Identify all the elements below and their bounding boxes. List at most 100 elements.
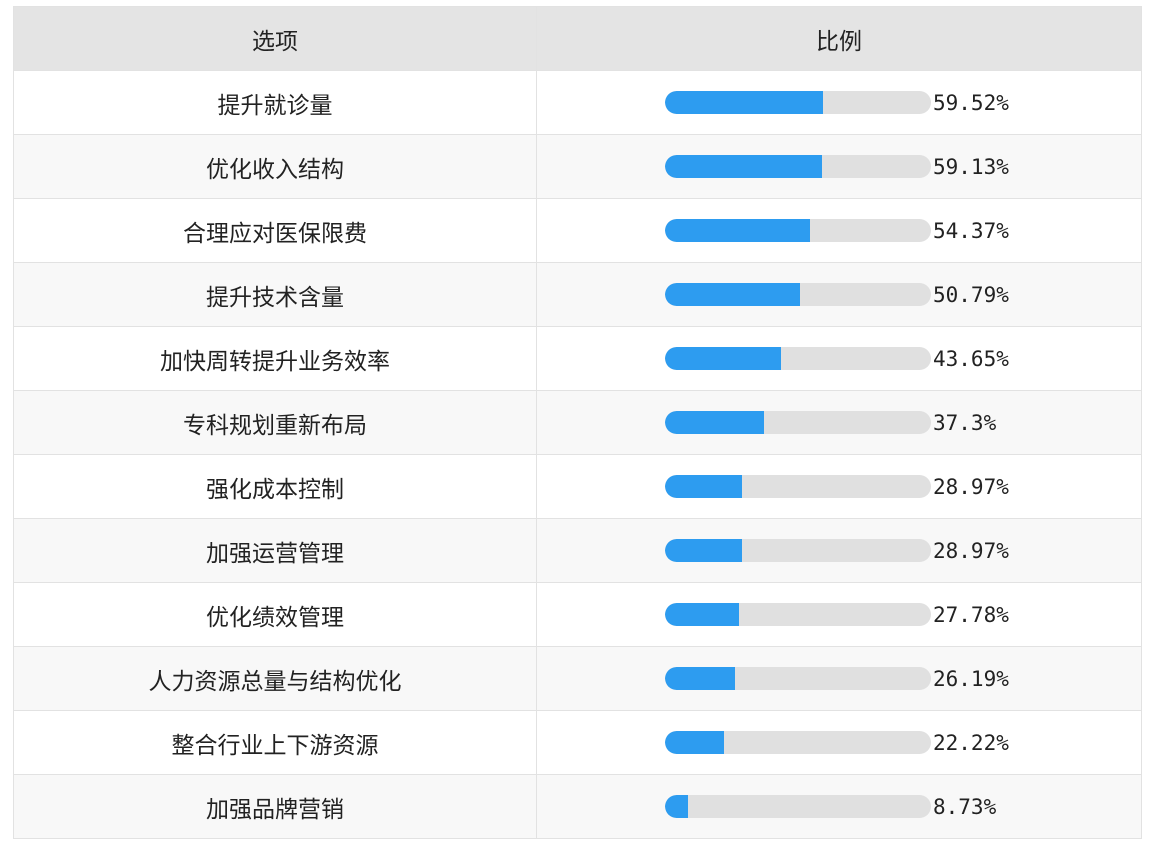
ratio-cell: 37.3% (536, 390, 1142, 455)
ratio-cell: 26.19% (536, 646, 1142, 711)
ratio-bar-track (665, 219, 931, 242)
ratio-value-label: 54.37% (933, 218, 1009, 243)
option-label: 加强运营管理 (206, 540, 344, 567)
table-row: 加强品牌营销 8.73% (13, 774, 1142, 839)
ratio-bar-fill (665, 219, 810, 242)
ratio-bar-track (665, 731, 931, 754)
option-label: 整合行业上下游资源 (171, 732, 379, 759)
ratio-cell: 50.79% (536, 262, 1142, 327)
ratio-bar-fill (665, 603, 739, 626)
ratio-cell: 8.73% (536, 774, 1142, 839)
ratio-bar-fill (665, 347, 782, 370)
option-cell: 加强品牌营销 (13, 774, 537, 839)
option-label: 人力资源总量与结构优化 (148, 668, 402, 695)
table-row: 加快周转提升业务效率 43.65% (13, 326, 1142, 391)
ratio-value-label: 26.19% (933, 666, 1009, 691)
option-cell: 强化成本控制 (13, 454, 537, 519)
option-cell: 加快周转提升业务效率 (13, 326, 537, 391)
ratio-bar-track (665, 475, 931, 498)
ratio-cell: 28.97% (536, 518, 1142, 583)
ratio-cell: 59.13% (536, 134, 1142, 199)
option-label: 合理应对医保限费 (183, 220, 367, 247)
ratio-bar-fill (665, 539, 743, 562)
ratio-bar-fill (665, 411, 765, 434)
option-cell: 合理应对医保限费 (13, 198, 537, 263)
table-row: 合理应对医保限费 54.37% (13, 198, 1142, 263)
ratio-bar-fill (665, 475, 743, 498)
ratio-bar-fill (665, 667, 735, 690)
option-label: 加快周转提升业务效率 (160, 348, 390, 375)
table-header-row: 选项 比例 (13, 6, 1142, 71)
ratio-value-label: 28.97% (933, 474, 1009, 499)
ratio-bar-group: 37.3% (537, 391, 1141, 454)
survey-result-table: 选项 比例 提升就诊量 59.52% 优化收入结构 59.13% 合理应对医保限费 54.… (13, 6, 1142, 839)
ratio-bar-fill (665, 731, 725, 754)
ratio-cell: 28.97% (536, 454, 1142, 519)
ratio-bar-track (665, 283, 931, 306)
table-row: 强化成本控制 28.97% (13, 454, 1142, 519)
ratio-value-label: 28.97% (933, 538, 1009, 563)
option-cell: 加强运营管理 (13, 518, 537, 583)
ratio-cell: 22.22% (536, 710, 1142, 775)
ratio-bar-track (665, 667, 931, 690)
table-row: 提升就诊量 59.52% (13, 70, 1142, 135)
ratio-column-header: 比例 (536, 6, 1142, 71)
ratio-cell: 27.78% (536, 582, 1142, 647)
option-cell: 提升技术含量 (13, 262, 537, 327)
option-label: 提升就诊量 (217, 92, 333, 119)
ratio-value-label: 37.3% (933, 410, 997, 435)
ratio-bar-group: 8.73% (537, 775, 1141, 838)
ratio-bar-group: 22.22% (537, 711, 1141, 774)
table-row: 提升技术含量 50.79% (13, 262, 1142, 327)
ratio-bar-track (665, 411, 931, 434)
option-label: 强化成本控制 (206, 476, 344, 503)
table-row: 专科规划重新布局 37.3% (13, 390, 1142, 455)
option-cell: 优化绩效管理 (13, 582, 537, 647)
ratio-cell: 54.37% (536, 198, 1142, 263)
ratio-value-label: 59.52% (933, 90, 1009, 115)
option-label: 专科规划重新布局 (183, 412, 367, 439)
ratio-bar-track (665, 795, 931, 818)
table-row: 优化绩效管理 27.78% (13, 582, 1142, 647)
option-cell: 整合行业上下游资源 (13, 710, 537, 775)
ratio-value-label: 59.13% (933, 154, 1009, 179)
ratio-bar-track (665, 155, 931, 178)
table-row: 人力资源总量与结构优化 26.19% (13, 646, 1142, 711)
ratio-value-label: 43.65% (933, 346, 1009, 371)
ratio-bar-group: 27.78% (537, 583, 1141, 646)
ratio-bar-track (665, 91, 931, 114)
option-cell: 专科规划重新布局 (13, 390, 537, 455)
ratio-bar-group: 59.52% (537, 71, 1141, 134)
ratio-bar-fill (665, 91, 824, 114)
option-label: 加强品牌营销 (206, 796, 344, 823)
option-cell: 提升就诊量 (13, 70, 537, 135)
ratio-bar-fill (665, 283, 801, 306)
option-column-header: 选项 (13, 6, 537, 71)
table-row: 加强运营管理 28.97% (13, 518, 1142, 583)
ratio-bar-track (665, 539, 931, 562)
option-cell: 优化收入结构 (13, 134, 537, 199)
ratio-bar-group: 54.37% (537, 199, 1141, 262)
ratio-bar-group: 50.79% (537, 263, 1141, 326)
option-cell: 人力资源总量与结构优化 (13, 646, 537, 711)
table-row: 整合行业上下游资源 22.22% (13, 710, 1142, 775)
ratio-bar-track (665, 347, 931, 370)
ratio-value-label: 22.22% (933, 730, 1009, 755)
ratio-bar-group: 26.19% (537, 647, 1141, 710)
ratio-bar-track (665, 603, 931, 626)
table-body: 提升就诊量 59.52% 优化收入结构 59.13% 合理应对医保限费 54.37% 提升技… (13, 70, 1142, 839)
table-row: 优化收入结构 59.13% (13, 134, 1142, 199)
ratio-cell: 43.65% (536, 326, 1142, 391)
ratio-bar-group: 28.97% (537, 519, 1141, 582)
ratio-bar-group: 59.13% (537, 135, 1141, 198)
ratio-value-label: 50.79% (933, 282, 1009, 307)
ratio-bar-fill (665, 155, 823, 178)
option-label: 优化收入结构 (206, 156, 344, 183)
ratio-bar-group: 43.65% (537, 327, 1141, 390)
ratio-value-label: 8.73% (933, 794, 997, 819)
ratio-bar-group: 28.97% (537, 455, 1141, 518)
ratio-cell: 59.52% (536, 70, 1142, 135)
option-label: 优化绩效管理 (206, 604, 344, 631)
ratio-value-label: 27.78% (933, 602, 1009, 627)
option-label: 提升技术含量 (206, 284, 344, 311)
